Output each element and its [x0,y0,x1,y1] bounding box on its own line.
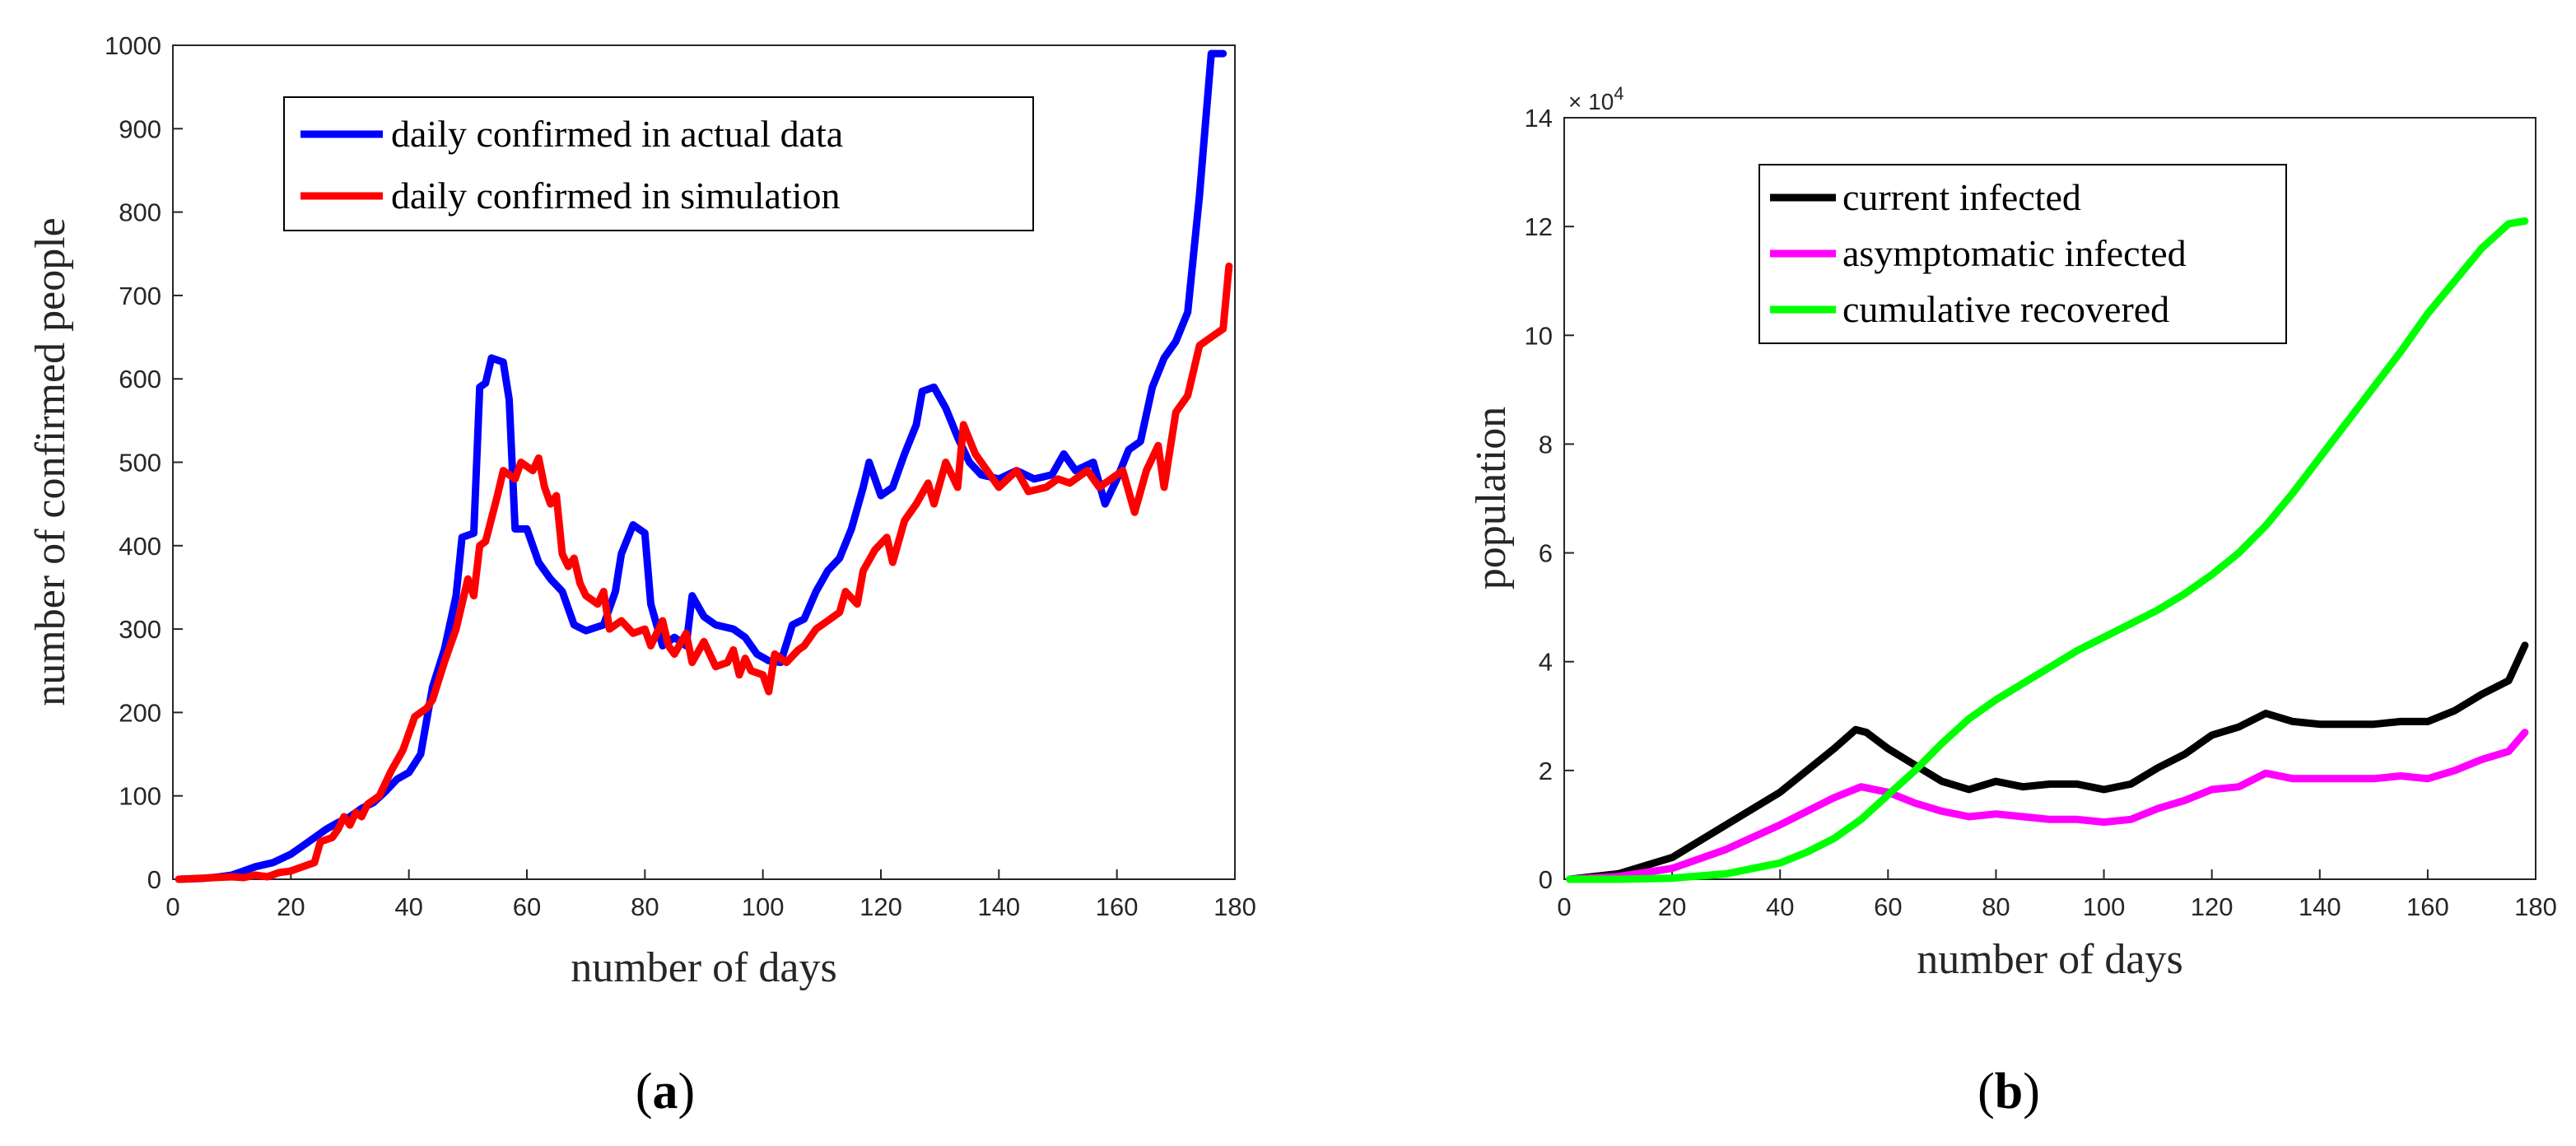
chart-b-legend-entry: current infected [1842,176,2081,218]
a-y-tick-label: 400 [119,532,161,561]
a-y-tick-label: 500 [119,449,161,478]
chart-b-exponent-label: × 104 [1568,83,1624,114]
a-x-tick-label: 80 [631,892,659,921]
b-x-tick-label: 0 [1557,892,1571,921]
b-x-tick-label: 140 [2299,892,2341,921]
chart-a: 0 20 40 60 80 100 120 140 160 180 0 100 200 300 400 50… [27,31,1256,1120]
a-y-tick-label: 100 [119,782,161,811]
chart-a-y-ticks: 0 100 200 300 400 500 600 700 800 900 1000 [105,31,183,894]
chart-a-legend-entry: daily confirmed in simulation [391,175,841,217]
b-series-line-2 [1566,217,2529,883]
chart-b-x-ticks: 0 20 40 60 80 100 120 140 160 180 [1557,869,2557,921]
chart-b-series [1566,217,2529,883]
chart-b-legend: current infected asymptomatic infected c… [1758,164,2287,344]
b-y-tick-label: 4 [1539,648,1553,677]
a-x-tick-label: 60 [513,892,541,921]
a-x-tick-label: 0 [165,892,179,921]
a-x-tick-label: 160 [1096,892,1139,921]
a-x-tick-label: 40 [394,892,422,921]
a-y-tick-label: 1000 [105,31,161,60]
b-y-tick-label: 0 [1539,865,1553,894]
chart-a-legend: daily confirmed in actual data daily con… [283,96,1034,231]
chart-b-caption: (b) [1977,1064,2040,1120]
a-series-line-1 [175,262,1233,883]
a-y-tick-label: 700 [119,282,161,310]
b-x-tick-label: 180 [2514,892,2557,921]
a-y-tick-label: 300 [119,615,161,644]
b-x-tick-label: 20 [1658,892,1686,921]
chart-a-legend-entry: daily confirmed in actual data [391,113,843,155]
b-x-tick-label: 120 [2191,892,2234,921]
chart-b-y-ticks: 0 2 4 6 8 10 12 14 [1525,104,1574,894]
chart-b-y-axis-label: population [1468,407,1515,589]
a-y-tick-label: 200 [119,698,161,727]
chart-b-legend-entry: cumulative recovered [1842,288,2169,330]
chart-b-x-axis-label: number of days [1917,936,2182,983]
b-x-tick-label: 100 [2083,892,2126,921]
chart-a-x-ticks: 0 20 40 60 80 100 120 140 160 180 [165,869,1256,921]
chart-b-legend-entry: asymptomatic infected [1842,232,2187,274]
chart-a-y-axis-label: number of confirmed people [27,217,74,706]
b-series-line-0 [1566,641,2529,883]
a-y-tick-label: 800 [119,198,161,227]
b-y-tick-label: 12 [1525,212,1553,241]
b-x-tick-label: 40 [1766,892,1794,921]
chart-a-caption: (a) [636,1064,695,1120]
b-y-tick-label: 6 [1539,539,1553,568]
b-x-tick-label: 60 [1874,892,1902,921]
a-y-tick-label: 0 [147,865,161,894]
b-y-tick-label: 8 [1539,430,1553,459]
a-y-tick-label: 600 [119,365,161,394]
a-x-tick-label: 120 [859,892,902,921]
chart-b: × 104 0 20 40 60 80 100 120 140 160 180 0 2 4 6 8 10 12… [1468,83,2557,1120]
chart-b-legend-box [1758,164,2287,344]
chart-a-series [175,49,1233,883]
a-x-tick-label: 180 [1213,892,1256,921]
b-x-tick-label: 160 [2406,892,2449,921]
a-y-tick-label: 900 [119,114,161,143]
chart-a-legend-box [283,96,1034,231]
b-y-tick-label: 10 [1525,321,1553,350]
a-x-tick-label: 100 [742,892,785,921]
b-x-tick-label: 80 [1982,892,2010,921]
a-x-tick-label: 140 [977,892,1020,921]
a-x-tick-label: 20 [277,892,305,921]
chart-a-x-axis-label: number of days [571,944,836,991]
b-y-tick-label: 14 [1525,104,1553,133]
b-y-tick-label: 2 [1539,757,1553,785]
b-series-line-1 [1566,729,2529,883]
